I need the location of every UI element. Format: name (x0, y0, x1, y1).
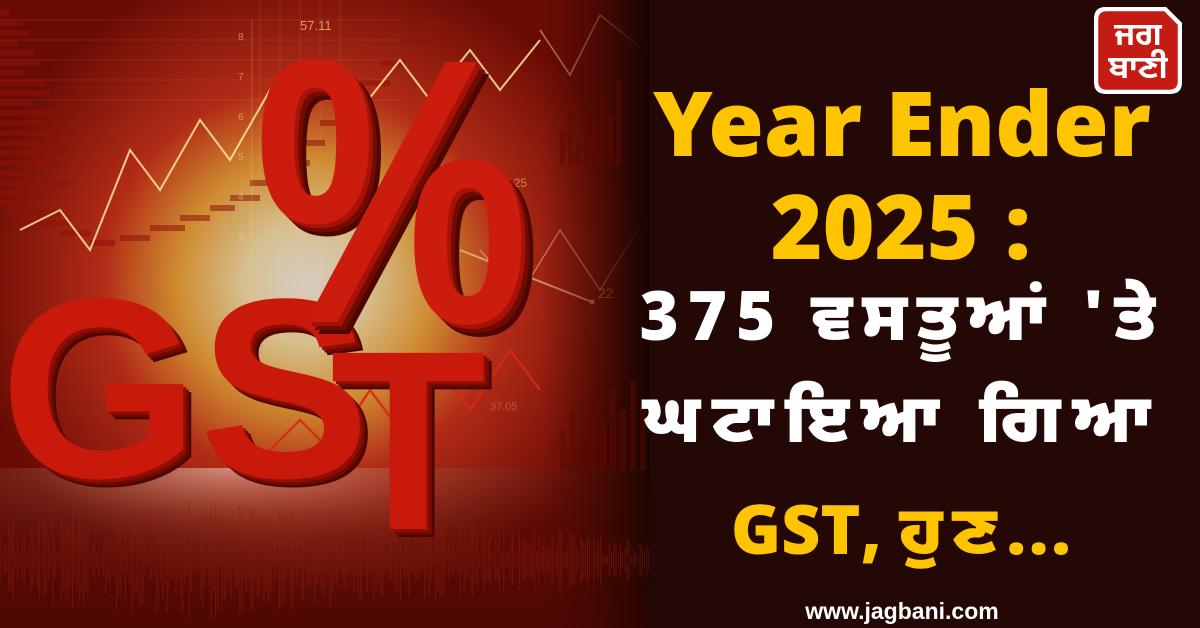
svg-text:3: 3 (238, 232, 244, 243)
svg-text:%: % (254, 0, 530, 403)
svg-text:5: 5 (238, 152, 244, 163)
svg-text:7: 7 (238, 72, 244, 83)
svg-text:4: 4 (238, 192, 244, 203)
svg-text:6: 6 (238, 112, 244, 123)
svg-text:8: 8 (238, 32, 244, 43)
